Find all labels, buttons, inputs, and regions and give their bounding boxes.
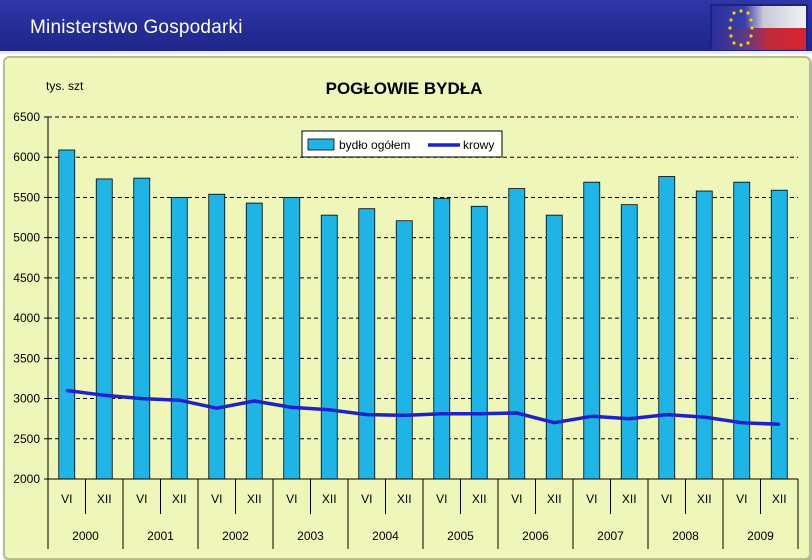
krowy-point [440, 412, 443, 416]
axes: 2000 2500 3000 3500 4000 4500 5000 5500 6000 6500… [13, 110, 799, 549]
y-tick-label: 2500 [13, 432, 40, 446]
bar [133, 177, 151, 480]
bar [470, 205, 488, 480]
y-tick-label: 4000 [13, 311, 40, 325]
x-group-label: 2006 [522, 529, 549, 543]
y-tick-label: 5000 [13, 231, 40, 245]
x-tick-label: XII [472, 492, 487, 506]
x-tick-label: VI [361, 492, 372, 506]
x-tick-label: XII [697, 492, 712, 506]
y-tick-label: 5500 [13, 190, 40, 204]
krowy-point [215, 407, 218, 410]
x-tick-label: VI [211, 492, 222, 506]
x-tick-label: XII [397, 492, 412, 506]
y-tick-label: 6000 [13, 150, 40, 164]
bar [95, 178, 113, 480]
x-group-label: 2001 [147, 529, 174, 543]
x-tick-label: VI [136, 492, 147, 506]
krowy-line [65, 388, 781, 427]
krowy-point [178, 398, 181, 402]
x-tick-label: XII [322, 492, 337, 506]
bar [770, 189, 788, 480]
x-tick-label: VI [286, 492, 297, 506]
krowy-point [365, 413, 368, 416]
y-unit-label: tys. szt [46, 79, 84, 93]
krowy-point [478, 412, 481, 416]
x-tick-label: VI [436, 492, 447, 506]
krowy-point [553, 421, 556, 424]
bar [658, 176, 676, 480]
krowy-point [665, 413, 668, 416]
krowy-point [703, 415, 706, 419]
legend: bydło ogółem krowy [301, 130, 503, 158]
y-tick-label: 2000 [13, 472, 40, 486]
ministry-title: Ministerstwo Gospodarki [30, 17, 243, 38]
y-tick-label: 4500 [13, 271, 40, 285]
y-tick-label: 3500 [13, 351, 40, 365]
krowy-point [628, 417, 631, 420]
krowy-point [253, 399, 256, 403]
x-group-label: 2005 [447, 529, 474, 543]
bar [583, 181, 601, 480]
bar [508, 188, 526, 480]
y-tick-label: 3000 [13, 392, 40, 406]
bar [208, 193, 226, 480]
krowy-point [740, 421, 743, 424]
bar [620, 204, 638, 480]
x-tick-label: VI [736, 492, 747, 506]
krowy-point [103, 394, 106, 397]
x-tick-label: XII [247, 492, 262, 506]
chart-title: POGŁOWIE BYDŁA [326, 79, 483, 98]
krowy-point [328, 408, 331, 412]
krowy-point [590, 415, 593, 418]
krowy-point [140, 397, 143, 400]
legend-label-bydlo: bydło ogółem [339, 138, 410, 152]
x-group-label: 2003 [297, 529, 324, 543]
krowy-point [778, 423, 781, 426]
y-tick-label: 6500 [13, 110, 40, 124]
krowy-point [65, 389, 68, 392]
krowy-point [403, 414, 406, 417]
bar [170, 197, 188, 480]
bar [358, 208, 376, 480]
legend-swatch-bydlo [307, 138, 335, 151]
x-group-label: 2002 [222, 529, 249, 543]
x-tick-label: XII [622, 492, 637, 506]
x-tick-label: XII [547, 492, 562, 506]
bar [283, 197, 301, 480]
legend-label-krowy: krowy [463, 138, 494, 152]
bar [58, 149, 76, 480]
bar [733, 181, 751, 480]
krowy-series-line [66, 388, 780, 427]
grid [48, 116, 798, 440]
x-group-label: 2009 [747, 529, 774, 543]
krowy-point [290, 406, 293, 409]
bar [245, 202, 263, 480]
x-tick-label: VI [661, 492, 672, 506]
x-group-label: 2000 [72, 529, 99, 543]
x-group-label: 2004 [372, 529, 399, 543]
bar [320, 214, 338, 480]
x-tick-label: XII [172, 492, 187, 506]
x-tick-label: XII [772, 492, 787, 506]
bar [395, 220, 413, 480]
bar [695, 190, 713, 480]
krowy-point [515, 411, 518, 415]
x-tick-label: VI [511, 492, 522, 506]
bar [433, 197, 451, 480]
x-group-label: 2007 [597, 529, 624, 543]
eu-poland-flag-icon [710, 4, 808, 52]
bar [545, 214, 563, 480]
x-group-label: 2008 [672, 529, 699, 543]
bars [58, 149, 788, 480]
x-tick-label: VI [61, 492, 72, 506]
header-bar: Ministerstwo Gospodarki [0, 0, 812, 54]
x-tick-label: VI [586, 492, 597, 506]
legend-box [301, 130, 503, 158]
x-tick-label: XII [97, 492, 112, 506]
